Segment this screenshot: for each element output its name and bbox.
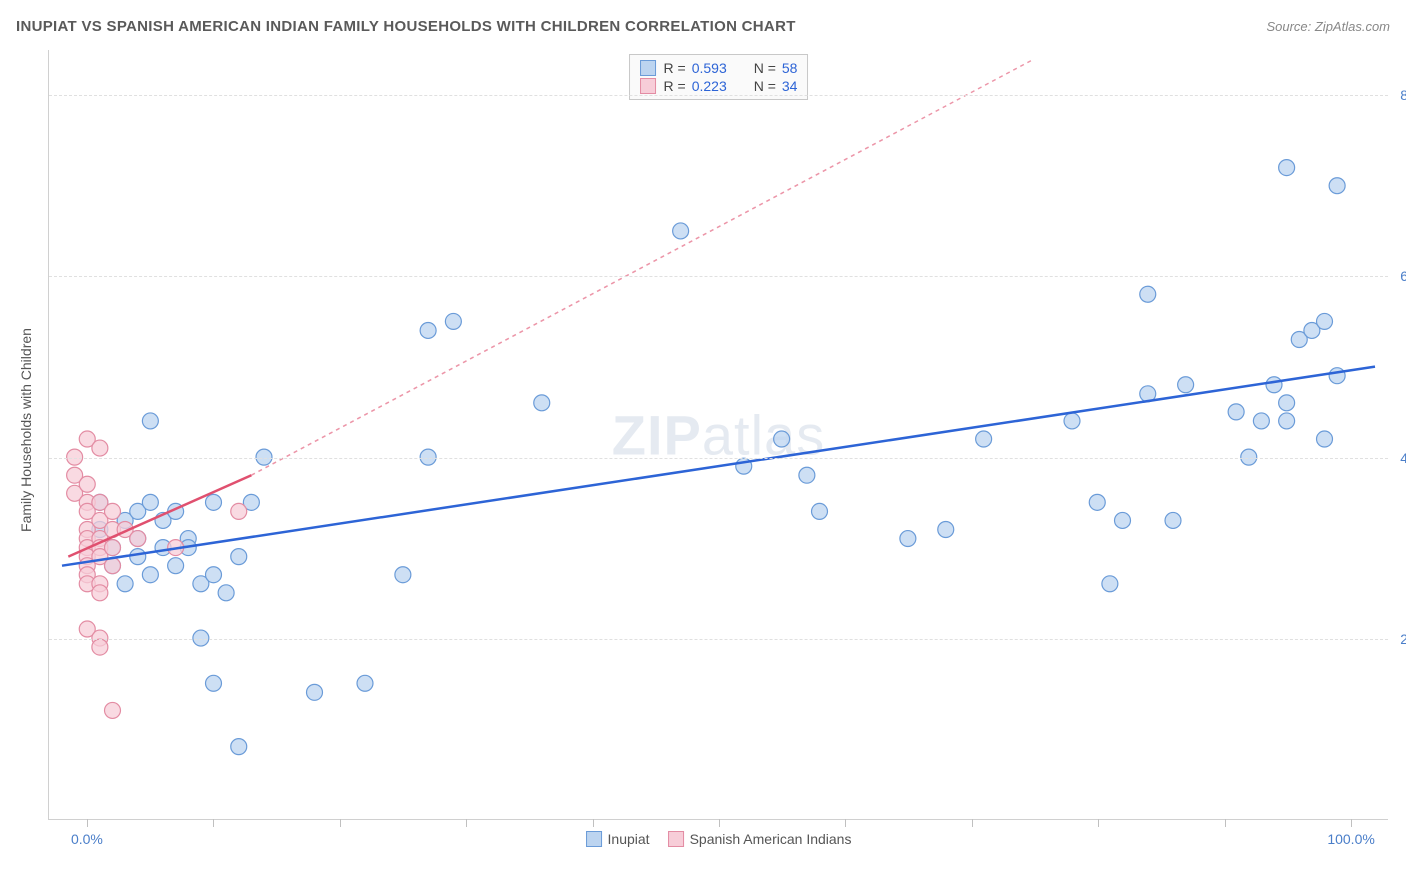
source-text: Source: ZipAtlas.com — [1266, 19, 1390, 34]
legend-r-label: R = — [664, 78, 686, 94]
legend-row: R = 0.593 N = 58 — [640, 59, 798, 77]
legend-n-value: 34 — [782, 78, 798, 94]
gridline — [49, 458, 1388, 459]
legend-r-value: 0.223 — [692, 78, 740, 94]
x-tick — [87, 819, 88, 827]
legend-swatch-icon — [586, 831, 602, 847]
x-tick — [972, 819, 973, 827]
chart-title: INUPIAT VS SPANISH AMERICAN INDIAN FAMIL… — [16, 18, 796, 35]
legend-n-value: 58 — [782, 60, 798, 76]
y-tick-label: 40.0% — [1400, 450, 1406, 466]
gridline — [49, 276, 1388, 277]
chart-plot-area: ZIPatlas R = 0.593 N = 58 R = 0.223 N = … — [48, 50, 1388, 820]
x-tick — [213, 819, 214, 827]
legend-item: Spanish American Indians — [668, 831, 852, 847]
correlation-legend: R = 0.593 N = 58 R = 0.223 N = 34 — [629, 54, 809, 100]
gridline — [49, 639, 1388, 640]
x-tick — [1098, 819, 1099, 827]
legend-n-label: N = — [754, 60, 776, 76]
scatter-plot-svg — [49, 50, 1388, 819]
x-tick — [845, 819, 846, 827]
x-tick — [1351, 819, 1352, 827]
legend-r-label: R = — [664, 60, 686, 76]
x-tick — [719, 819, 720, 827]
x-tick — [340, 819, 341, 827]
legend-n-label: N = — [754, 78, 776, 94]
series-legend: Inupiat Spanish American Indians — [586, 831, 852, 847]
y-tick-label: 80.0% — [1400, 87, 1406, 103]
legend-r-value: 0.593 — [692, 60, 740, 76]
legend-item: Inupiat — [586, 831, 650, 847]
gridline — [49, 95, 1388, 96]
legend-row: R = 0.223 N = 34 — [640, 77, 798, 95]
x-tick — [466, 819, 467, 827]
y-axis-label: Family Households with Children — [18, 328, 34, 532]
x-tick-label: 100.0% — [1327, 831, 1374, 847]
legend-label: Spanish American Indians — [690, 831, 852, 847]
legend-swatch-icon — [640, 60, 656, 76]
x-tick — [593, 819, 594, 827]
legend-swatch-icon — [668, 831, 684, 847]
y-tick-label: 20.0% — [1400, 631, 1406, 647]
legend-swatch-icon — [640, 78, 656, 94]
x-tick — [1225, 819, 1226, 827]
y-tick-label: 60.0% — [1400, 268, 1406, 284]
legend-label: Inupiat — [608, 831, 650, 847]
x-tick-label: 0.0% — [71, 831, 103, 847]
